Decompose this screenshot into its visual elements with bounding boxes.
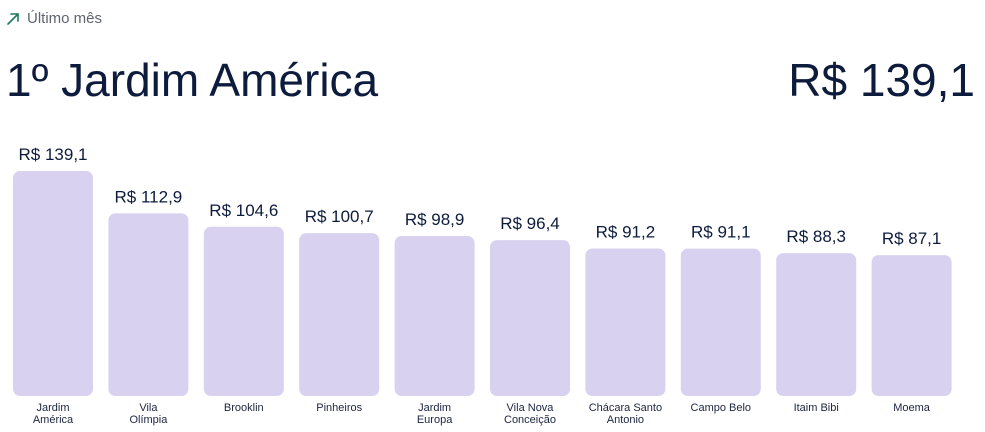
category-label: Chácara Santo Antonio bbox=[589, 402, 662, 426]
category-label: Brooklin bbox=[224, 402, 264, 414]
bar bbox=[680, 248, 761, 396]
bar-chart: R$ 139,1 Jardim América R$ 112,9 Vila Olímpia… bbox=[13, 145, 952, 426]
bar bbox=[490, 240, 570, 396]
bar-value-label: R$ 100,7 bbox=[305, 207, 374, 226]
category-label: Vila Olímpia bbox=[129, 402, 168, 426]
category-label: Jardim América bbox=[33, 402, 74, 426]
category-label: Campo Belo bbox=[691, 402, 752, 414]
bar bbox=[394, 236, 475, 396]
bar bbox=[203, 226, 284, 396]
bar-value-label: R$ 91,2 bbox=[596, 222, 656, 241]
bar bbox=[108, 213, 189, 396]
category-label: Pinheiros bbox=[316, 402, 362, 414]
bar-value-label: R$ 87,1 bbox=[882, 229, 942, 248]
period-indicator: Último mês bbox=[6, 10, 102, 27]
bar bbox=[776, 253, 857, 396]
bar-value-label: R$ 88,3 bbox=[786, 227, 846, 246]
trend-up-arrow-icon bbox=[6, 12, 20, 26]
bar-value-label: R$ 104,6 bbox=[209, 201, 278, 220]
bar-value-label: R$ 91,1 bbox=[691, 223, 751, 242]
category-label: Itaim Bibi bbox=[794, 402, 839, 414]
period-label: Último mês bbox=[27, 10, 103, 27]
ranking-headline: 1º Jardim América bbox=[6, 54, 379, 106]
bar-value-label: R$ 96,4 bbox=[500, 214, 560, 233]
category-label: Vila Nova Conceição bbox=[504, 402, 556, 426]
bar-value-label: R$ 139,1 bbox=[19, 145, 88, 164]
ranking-headline-value: R$ 139,1 bbox=[788, 54, 975, 106]
category-label: Jardim Europa bbox=[417, 402, 453, 426]
bar-value-label: R$ 98,9 bbox=[405, 210, 465, 229]
bar bbox=[585, 248, 666, 396]
bar bbox=[871, 255, 952, 396]
bar bbox=[13, 171, 93, 396]
category-label: Moema bbox=[893, 402, 931, 414]
bar-value-label: R$ 112,9 bbox=[115, 187, 183, 206]
bar bbox=[299, 233, 380, 396]
